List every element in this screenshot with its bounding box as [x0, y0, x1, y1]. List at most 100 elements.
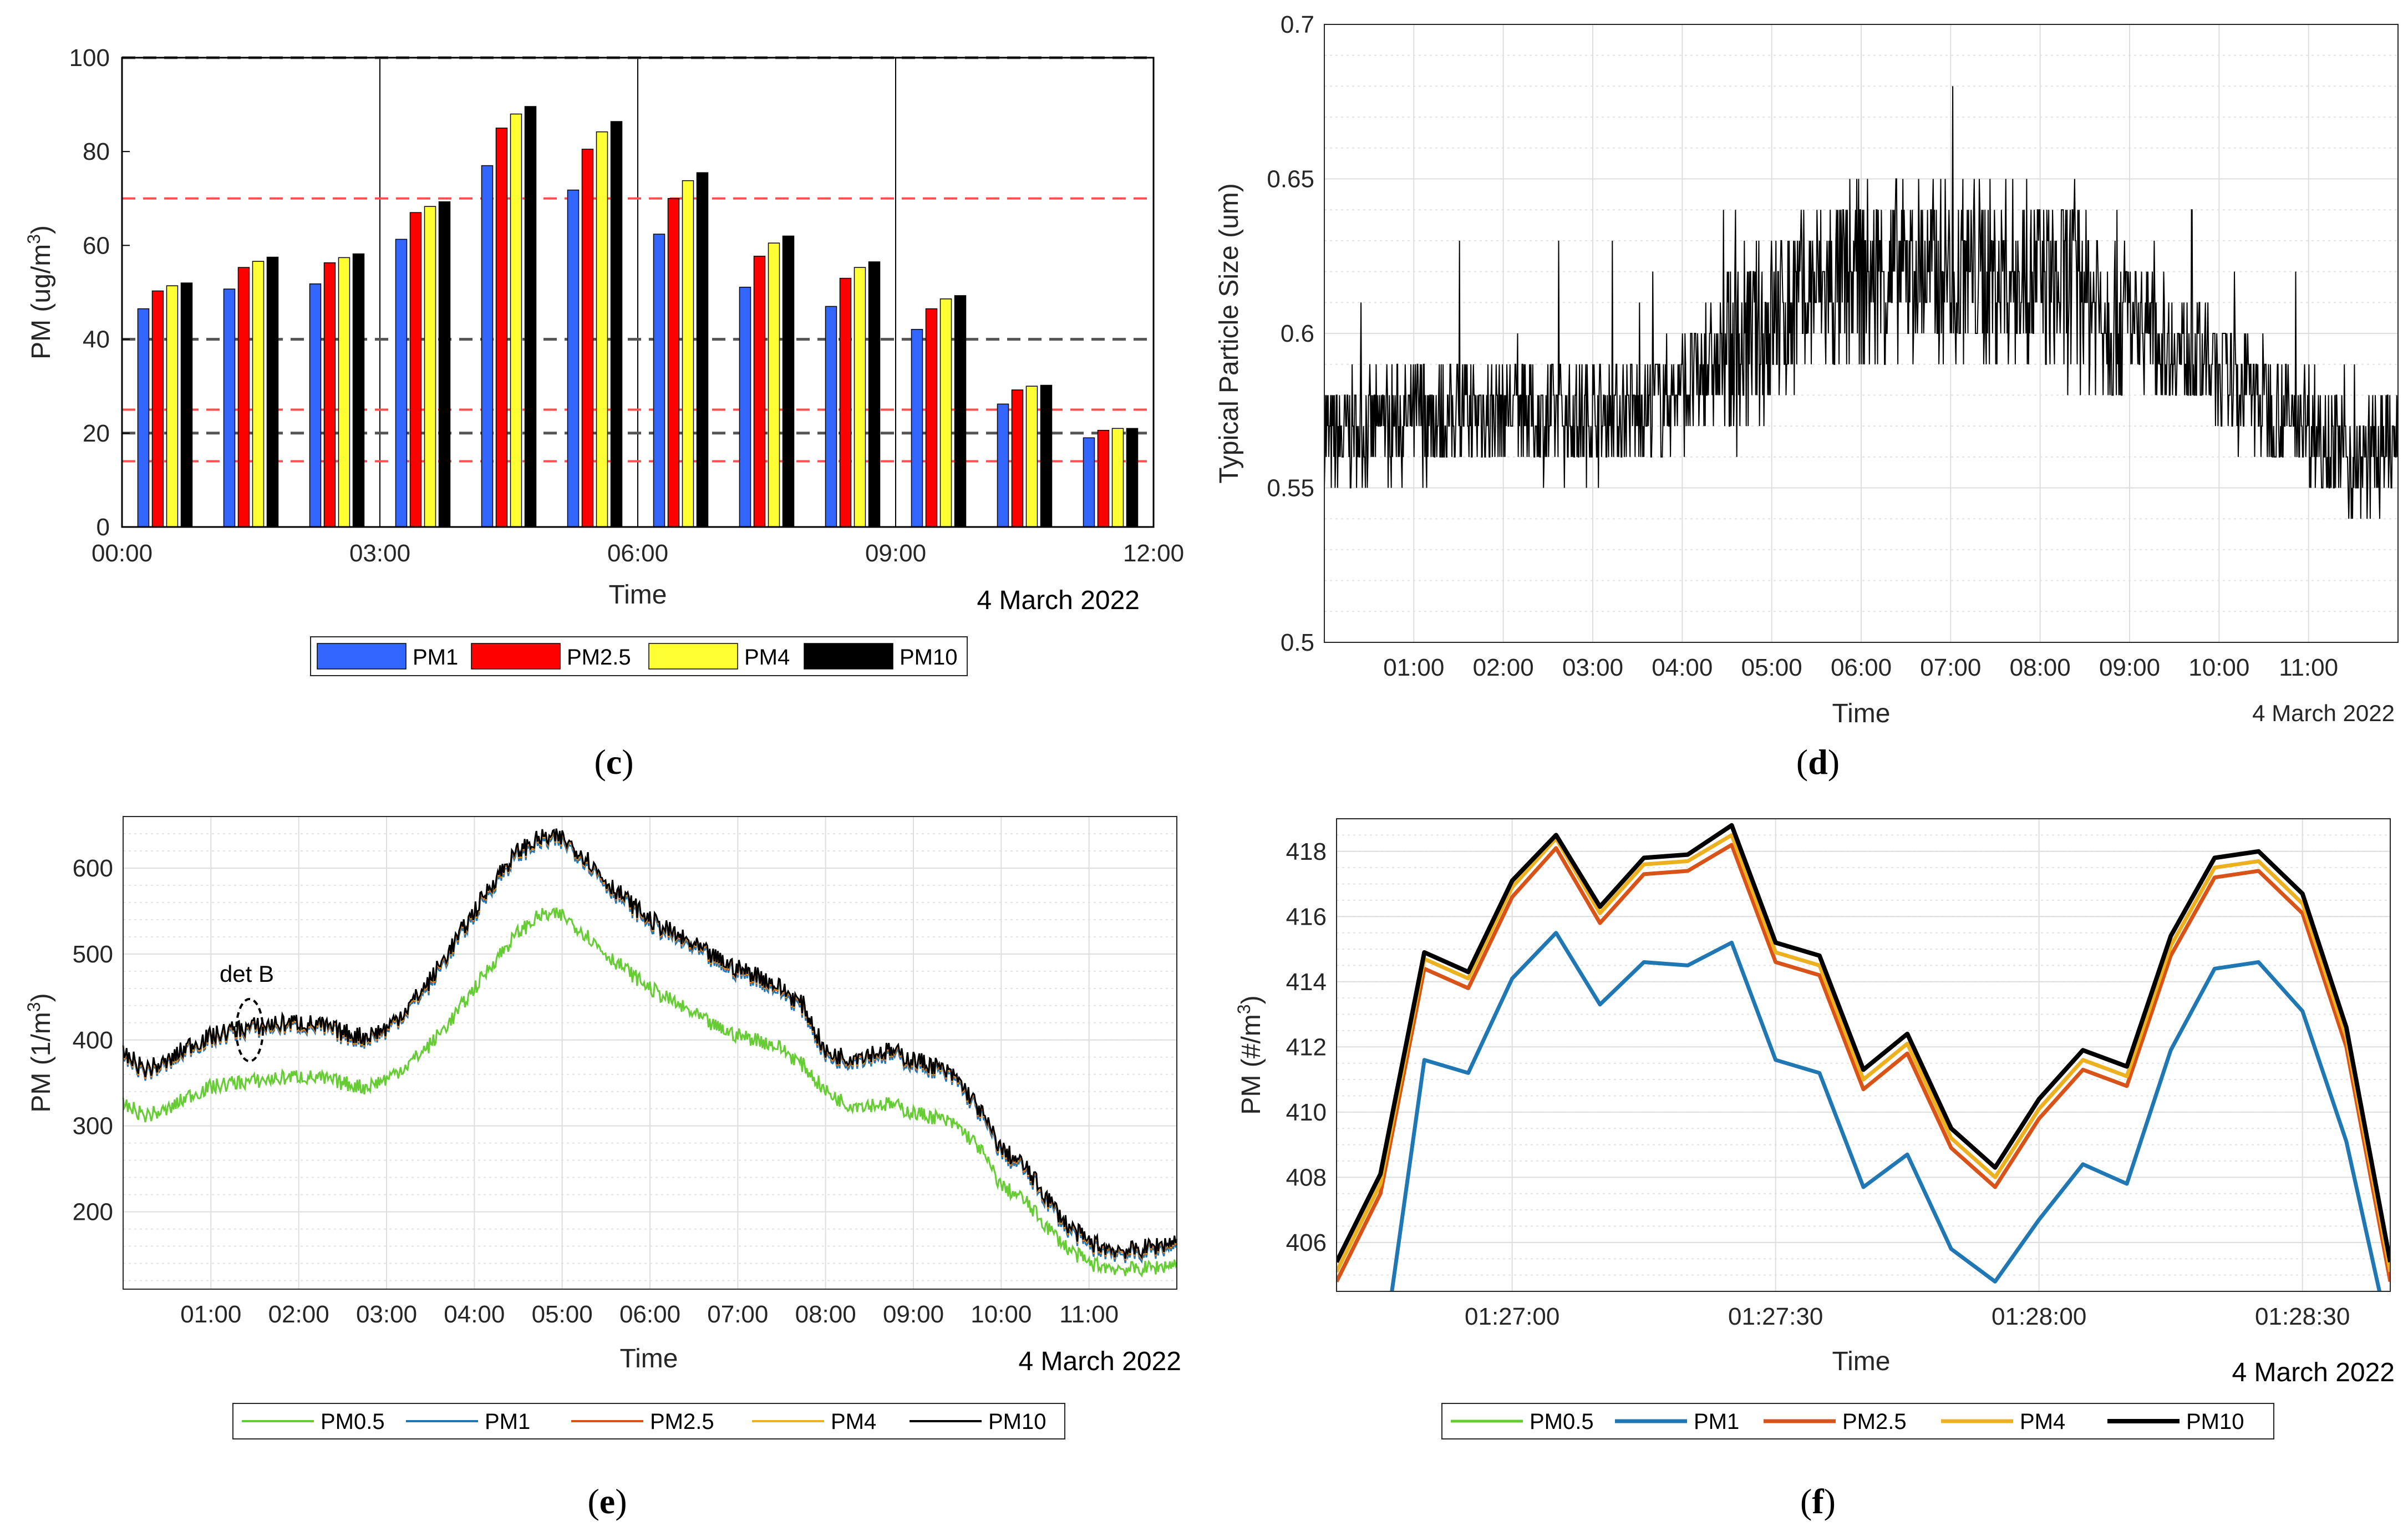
panel-e-xtick-label: 10:00: [971, 1301, 1032, 1328]
panel-f-axes-box: [1336, 818, 2391, 1292]
panel-e-legend-label: PM0.5: [321, 1410, 385, 1434]
bar-pm10: [524, 106, 537, 528]
panel-e-grid: [123, 816, 1177, 1289]
panel-d-size-series: [1324, 86, 2399, 519]
panel-f-ytick-label: 414: [1286, 969, 1327, 996]
panel-f-legend-label: PM1: [1694, 1410, 1739, 1434]
panel-d-xtick-label: 06:00: [1831, 654, 1892, 681]
panel-c-legend-swatch: [648, 643, 738, 670]
series-pm4: [1337, 833, 2390, 1273]
panel-c-xtick-label: 09:00: [865, 540, 926, 567]
panel-f-date: 4 March 2022: [2232, 1358, 2395, 1387]
panel-e-ytick-label: 500: [73, 941, 113, 968]
bar-pm25: [323, 262, 336, 528]
panel-f-ytick-label: 408: [1286, 1164, 1327, 1191]
panel-c-ticks: 0 20 40 60 80 100 00:00 03:00 06:00 09:00 12:00: [69, 44, 1184, 567]
panel-e-legend-label: PM4: [831, 1410, 876, 1434]
panel-e-ticks: 200 300 400 500 600 01:00 02:00 03:00 04:00 05:00…: [73, 855, 1119, 1328]
panel-c-ytick-label: 20: [83, 420, 110, 447]
panel-c-legend-label: PM10: [900, 645, 958, 670]
bar-pm4: [939, 298, 952, 528]
panel-d-caption: (d): [1796, 742, 1840, 782]
bar-pm25: [237, 267, 250, 528]
panel-d-ytick-label: 0.6: [1281, 320, 1314, 347]
panel-c-legend-swatch: [317, 643, 407, 670]
panel-e-xtick-label: 11:00: [1059, 1301, 1119, 1328]
bar-pm10: [352, 253, 365, 528]
panel-d-xtick-label: 07:00: [1920, 654, 1981, 681]
bar-pm4: [252, 261, 265, 528]
panel-f: 406 408 410 412 414 416 418 01:27:00 01:27:30 01:…: [1234, 818, 2395, 1521]
panel-e-xtick-label: 01:00: [180, 1301, 241, 1328]
panel-c-bars: [137, 106, 1139, 528]
bar-pm4: [682, 180, 694, 528]
bar-pm1: [223, 288, 236, 528]
bar-pm10: [696, 172, 709, 528]
bar-pm10: [782, 235, 795, 528]
panel-c-ytick-label: 100: [69, 44, 110, 72]
panel-f-legend-box: [1441, 1403, 2274, 1439]
panel-d-xtick-label: 10:00: [2188, 654, 2249, 681]
panel-d-axes-box: [1324, 24, 2399, 643]
bar-pm1: [567, 189, 580, 528]
bar-pm4: [854, 267, 866, 528]
bar-pm1: [997, 403, 1009, 528]
bar-pm1: [911, 329, 923, 528]
bar-pm1: [739, 286, 751, 528]
panel-f-legend-label: PM0.5: [1530, 1410, 1594, 1434]
panel-e-xlabel: Time: [620, 1344, 678, 1373]
bar-pm25: [1011, 389, 1024, 528]
panel-e-axes-box: [123, 816, 1177, 1290]
bar-pm4: [338, 257, 350, 528]
panel-e-xtick-label: 03:00: [356, 1301, 417, 1328]
panel-f-xlabel: Time: [1832, 1347, 1891, 1376]
panel-f-series-wrap: [1337, 823, 2390, 1291]
bar-pm10: [610, 121, 623, 528]
panel-f-legend-label: PM2.5: [1842, 1410, 1907, 1434]
panel-f-caption: (f): [1800, 1482, 1836, 1521]
panel-c-ytick-label: 0: [96, 514, 110, 541]
panel-c-legend: PM1 PM2.5 PM4 PM10: [310, 636, 968, 676]
panel-f-xtick-label: 01:28:30: [2255, 1303, 2350, 1330]
panel-f-legend: PM0.5 PM1 PM2.5 PM4 PM10: [1441, 1403, 2274, 1439]
panel-d-date: 4 March 2022: [2252, 700, 2395, 726]
bar-pm1: [1083, 437, 1095, 528]
panel-c: 0 20 40 60 80 100 00:00 03:00 06:00 09:00 12:00 PM…: [24, 44, 1184, 782]
panel-d-xtick-label: 09:00: [2099, 654, 2160, 681]
panel-d-xtick-label: 08:00: [2010, 654, 2071, 681]
panel-e-series: [122, 828, 1178, 1278]
panel-d-xlabel: Time: [1832, 699, 1891, 728]
panel-f-ytick-label: 412: [1286, 1033, 1327, 1061]
panel-e-xtick-label: 06:00: [619, 1301, 680, 1328]
panel-f-grid: [1337, 818, 2390, 1291]
bar-pm10: [180, 282, 193, 528]
panel-d-xtick-label: 11:00: [2279, 654, 2338, 681]
bar-pm10: [266, 256, 279, 528]
series-pm10: [1337, 823, 2390, 1263]
panel-c-legend-swatch: [471, 643, 561, 670]
panel-d-ytick-label: 0.65: [1267, 166, 1314, 193]
bar-pm4: [510, 113, 522, 528]
panel-c-ytick-label: 80: [83, 138, 110, 165]
bar-pm1: [309, 283, 322, 528]
panel-e-caption: (e): [587, 1482, 627, 1521]
panel-f-xtick-label: 01:27:30: [1728, 1303, 1823, 1330]
panel-e-xtick-label: 07:00: [707, 1301, 768, 1328]
panel-c-caption: (c): [594, 742, 633, 782]
bar-pm4: [1111, 428, 1124, 528]
panel-e-ytick-label: 200: [73, 1199, 113, 1226]
panel-e-ylabel: PM (1/m3): [24, 993, 56, 1112]
panel-c-date: 4 March 2022: [977, 586, 1140, 615]
panel-d-ytick-label: 0.5: [1281, 629, 1314, 656]
panel-c-ytick-label: 40: [83, 326, 110, 353]
panel-e-xtick-label: 05:00: [532, 1301, 593, 1328]
panel-e-date: 4 March 2022: [1018, 1347, 1181, 1376]
bar-pm4: [424, 206, 436, 528]
panel-c-xlabel: Time: [609, 580, 667, 610]
panel-c-ytick-label: 60: [83, 232, 110, 259]
panel-c-legend-label: PM1: [413, 645, 458, 670]
panel-c-ylabel: PM (ug/m3): [24, 225, 56, 359]
bar-pm10: [1126, 428, 1139, 528]
panel-f-ylabel: PM (#/m3): [1234, 995, 1266, 1114]
